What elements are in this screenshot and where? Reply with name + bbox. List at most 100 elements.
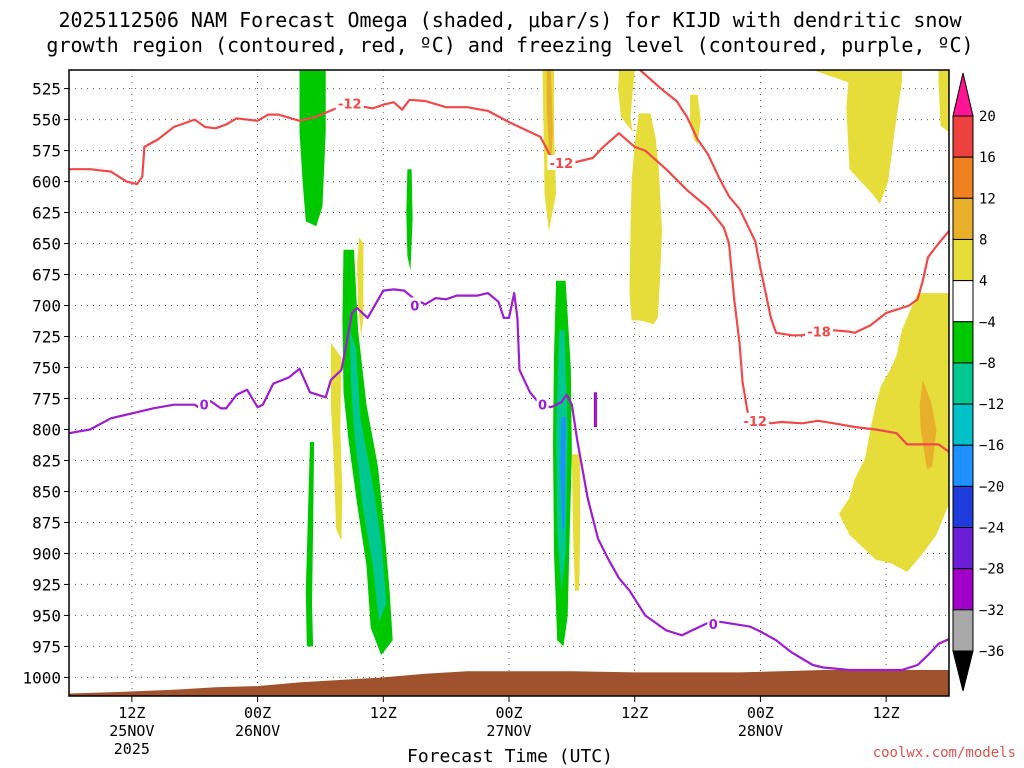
omega-shaded-region: [299, 70, 326, 227]
chart-title-line-1: 2025112506 NAM Forecast Omega (shaded, μ…: [58, 8, 962, 32]
x-tick-date: 27NOV: [486, 722, 531, 740]
colorbar-swatch: [952, 485, 974, 529]
omega-shaded-region: [919, 379, 937, 470]
x-tick-date: 28NOV: [738, 722, 783, 740]
contour-label-bg: [408, 297, 421, 313]
y-tick-label: 1000: [22, 668, 61, 687]
colorbar-swatch: [952, 362, 974, 405]
x-tick-label: 12Z: [118, 704, 145, 722]
colorbar-label: −36: [979, 644, 1004, 660]
y-tick-label: 900: [32, 544, 61, 563]
omega-shaded-region: [305, 441, 315, 647]
x-tick-label: 12Z: [370, 704, 397, 722]
colorbar-bottom-triangle: [952, 650, 974, 692]
y-tick-label: 675: [32, 266, 61, 285]
isotherm-line: [68, 288, 950, 672]
x-tick-label: 12Z: [873, 704, 900, 722]
y-tick-label: 975: [32, 637, 61, 656]
colorbar-label: −20: [979, 479, 1004, 495]
contour-label: -18: [807, 326, 831, 341]
y-tick-label: 625: [32, 204, 61, 223]
contour-label-bg: [707, 616, 720, 632]
isotherm-line: [639, 69, 950, 337]
contour-label: -12: [550, 157, 574, 172]
colorbar-swatch: [952, 197, 974, 240]
y-tick-label: 850: [32, 482, 61, 501]
colorbar-label: 12: [979, 191, 996, 207]
contour-label-bg: [741, 412, 770, 428]
omega-shaded-region: [542, 70, 557, 232]
colorbar-label: 16: [979, 150, 996, 166]
y-tick-label: 525: [32, 80, 61, 99]
y-tick-label: 550: [32, 111, 61, 130]
y-tick-label: 700: [32, 297, 61, 316]
colorbar-label: −12: [979, 397, 1004, 413]
omega-shaded-region: [938, 70, 949, 132]
y-tick-label: 925: [32, 575, 61, 594]
chart-title-line-2: growth region (contoured, red, ºC) and f…: [46, 33, 973, 57]
y-tick-label: 725: [32, 328, 61, 347]
contour-label-bg: [536, 396, 549, 412]
omega-shaded-region: [560, 417, 566, 529]
colorbar-swatch: [952, 403, 974, 446]
y-tick-label: 650: [32, 235, 61, 254]
colorbar-label: −24: [979, 521, 1004, 537]
colorbar-label: −4: [979, 315, 996, 331]
omega-shaded-region: [349, 330, 387, 622]
y-axis-ticks: 525 550 575 600 625 650 675 700 725 750 775 800 825 8…: [22, 80, 69, 687]
contour-label: 0: [709, 618, 718, 633]
y-tick-label: 875: [32, 513, 61, 532]
contour-label: -12: [743, 415, 767, 430]
colorbar-top-triangle: [952, 72, 974, 117]
y-tick-label: 825: [32, 451, 61, 470]
isotherm-contours: [68, 69, 950, 672]
x-tick-label: 00Z: [244, 704, 271, 722]
omega-shaded-region: [406, 169, 413, 271]
x-tick-date: 25NOV: [109, 722, 154, 740]
isotherm-line: [69, 98, 950, 453]
omega-shaded-region: [629, 113, 662, 325]
y-tick-label: 950: [32, 606, 61, 625]
contour-labels: -12 -12 -18 -12 0 0 0 0: [198, 95, 834, 633]
colorbar-swatch: [952, 280, 974, 323]
contour-label-bg: [805, 323, 834, 339]
contour-label: 0: [200, 399, 209, 414]
contour-label: 0: [538, 399, 547, 414]
terrain-fill: [69, 670, 949, 696]
colorbar-label: −28: [979, 562, 1004, 578]
colorbar-swatch: [952, 115, 974, 158]
colorbar-label: −16: [979, 438, 1004, 454]
y-tick-label: 575: [32, 142, 61, 161]
colorbar-swatch: [952, 238, 974, 282]
y-tick-label: 600: [32, 173, 61, 192]
y-tick-label: 775: [32, 389, 61, 408]
contour-label-bg: [198, 396, 211, 412]
contour-label: 0: [410, 300, 419, 315]
colorbar-label: 20: [979, 109, 996, 125]
x-axis-label: Forecast Time (UTC): [407, 746, 613, 767]
terrain-polygon: [69, 670, 949, 696]
contour-label-bg: [335, 95, 364, 111]
x-tick-label: 12Z: [621, 704, 648, 722]
colorbar-label: −32: [979, 603, 1004, 619]
contour-label-bg: [547, 154, 576, 170]
omega-shaded-region: [690, 94, 701, 145]
colorbar-swatch: [952, 609, 974, 652]
omega-shaded-region: [812, 70, 902, 204]
colorbar-swatch: [952, 321, 974, 364]
watermark: coolwx.com/models: [873, 745, 1016, 761]
colorbar-label: 4: [979, 274, 987, 290]
colorbar-swatch: [952, 444, 974, 487]
omega-shaded-region: [571, 454, 581, 591]
colorbar-label: −8: [979, 356, 996, 372]
colorbar-label: 8: [979, 232, 987, 248]
colorbar-swatch: [952, 527, 974, 570]
x-tick-label: 00Z: [747, 704, 774, 722]
y-tick-label: 800: [32, 420, 61, 439]
omega-shaded-region: [546, 70, 553, 163]
x-tick-date: 26NOV: [235, 722, 280, 740]
x-tick-label: 00Z: [495, 704, 522, 722]
colorbar: 20 16 12 8 4 −4 −8 −12 −16 −20 −24 −28 −32 −36: [952, 72, 1004, 692]
